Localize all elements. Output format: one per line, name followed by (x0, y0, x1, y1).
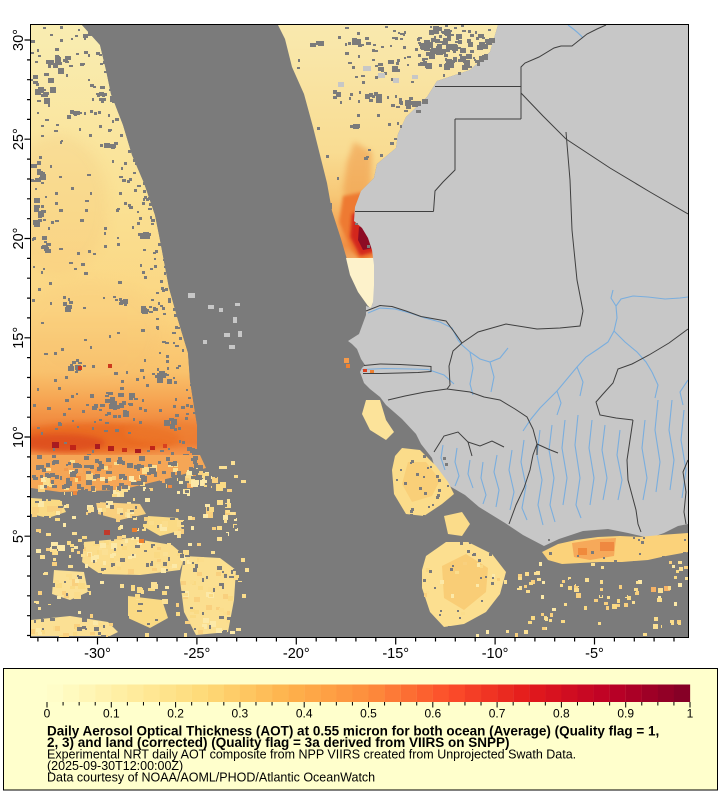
svg-text:0.5: 0.5 (360, 707, 377, 721)
svg-text:20°: 20° (11, 228, 27, 250)
svg-text:(2025-09-30T12:00:00Z): (2025-09-30T12:00:00Z) (47, 759, 183, 773)
svg-text:10°: 10° (11, 426, 27, 448)
svg-text:-25°: -25° (184, 646, 211, 662)
svg-text:30°: 30° (11, 29, 27, 51)
svg-text:-30°: -30° (84, 646, 111, 662)
svg-text:0: 0 (44, 707, 51, 721)
svg-text:0.3: 0.3 (232, 707, 249, 721)
svg-text:15°: 15° (11, 327, 27, 349)
svg-text:5°: 5° (11, 529, 27, 543)
svg-text:25°: 25° (11, 128, 27, 150)
svg-text:0.6: 0.6 (424, 707, 441, 721)
svg-text:0.2: 0.2 (167, 707, 184, 721)
svg-text:0.1: 0.1 (103, 707, 120, 721)
svg-text:1: 1 (687, 707, 694, 721)
svg-text:Daily Aerosol Optical Thicknes: Daily Aerosol Optical Thickness (AOT) at… (47, 724, 659, 739)
svg-text:2, 3) and land (corrected) (Qu: 2, 3) and land (corrected) (Quality flag… (47, 735, 509, 750)
svg-text:0.9: 0.9 (617, 707, 634, 721)
svg-text:Data courtesy of NOAA/AOML/PHO: Data courtesy of NOAA/AOML/PHOD/Atlantic… (47, 771, 375, 785)
svg-text:-20°: -20° (283, 646, 310, 662)
svg-text:0.4: 0.4 (296, 707, 313, 721)
svg-text:Experimental NRT daily AOT com: Experimental NRT daily AOT composite fro… (47, 748, 576, 762)
svg-text:-15°: -15° (382, 646, 409, 662)
svg-text:0.7: 0.7 (489, 707, 506, 721)
svg-text:-10°: -10° (482, 646, 509, 662)
svg-text:0.8: 0.8 (553, 707, 570, 721)
svg-text:-5°: -5° (585, 646, 604, 662)
